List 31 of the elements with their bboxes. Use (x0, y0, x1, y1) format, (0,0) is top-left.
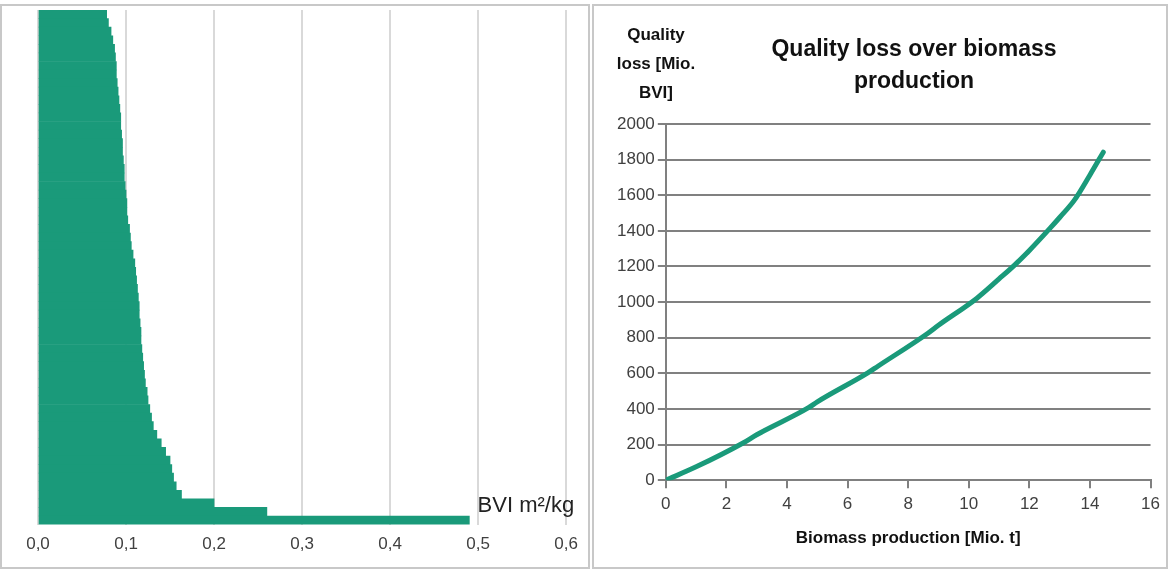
x-tick-label: 16 (1141, 494, 1161, 514)
y-tick-label: 1200 (616, 256, 655, 276)
y-tick-label: 1000 (616, 291, 655, 311)
x-tick-label: 0,5 (466, 534, 490, 554)
y-tick-label: 800 (626, 327, 655, 347)
chart-title: Quality loss over biomass production (770, 34, 1058, 95)
x-tick-label: 2 (721, 494, 732, 514)
x-tick-label: 0,4 (378, 534, 402, 554)
y-tick-label: 400 (626, 398, 655, 418)
x-tick-label: 0,3 (290, 534, 314, 554)
x-tick-label: 10 (959, 494, 979, 514)
y-tick-label: 1400 (616, 220, 655, 240)
x-tick-label: 6 (842, 494, 853, 514)
x-axis-title: BVI m²/kg (477, 491, 575, 517)
x-axis-title: Biomass production [Mio. t] (795, 528, 1021, 548)
x-tick-label: 0,6 (554, 534, 578, 554)
x-tick-label: 14 (1080, 494, 1100, 514)
x-tick-label: 0,2 (202, 534, 226, 554)
x-tick-label: 4 (782, 494, 792, 514)
x-tick-label: 0,1 (114, 534, 138, 554)
y-tick-label: 2000 (616, 113, 655, 133)
y-tick-label: 1600 (616, 184, 655, 204)
x-tick-label: 0,0 (26, 534, 50, 554)
y-tick-label: 1800 (616, 149, 655, 169)
y-tick-label: 0 (645, 469, 655, 489)
x-tick-label: 8 (903, 494, 913, 514)
x-tick-label: 12 (1019, 494, 1039, 514)
y-axis-title: Quality loss [Mio. BVI] (615, 24, 697, 104)
y-tick-label: 200 (626, 434, 655, 454)
y-tick-label: 600 (626, 363, 655, 383)
x-tick-label: 0 (661, 494, 671, 514)
